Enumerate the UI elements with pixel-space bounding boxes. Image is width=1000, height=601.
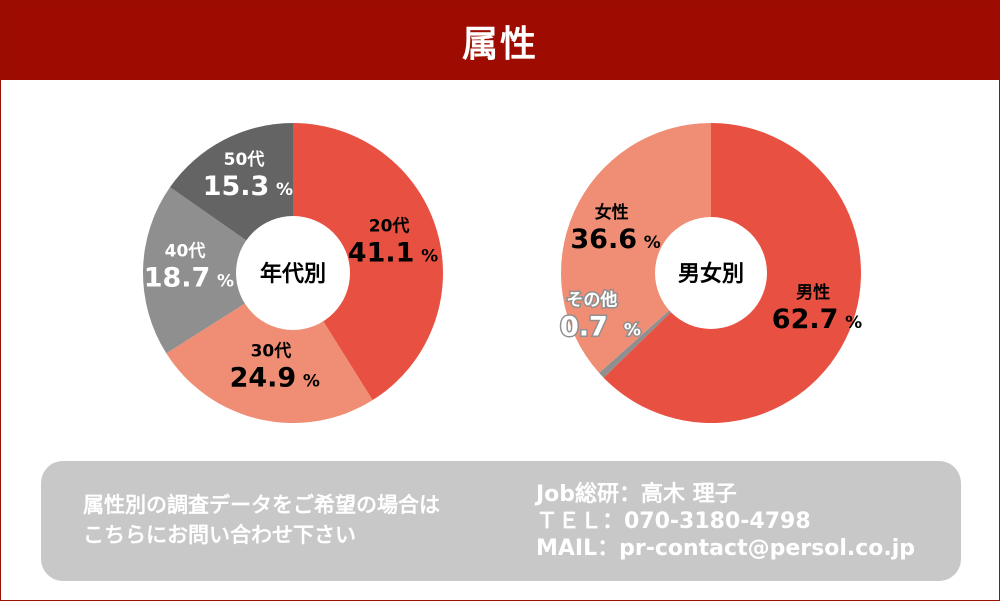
age-value-label-0: 41.1 [348,237,415,268]
contact-name: Job総研：高木 理子 [536,482,737,507]
gender-unit-label-1: % [624,321,641,341]
contact-message: 属性別の調査データをご希望の場合は こちらにお問い合わせ下さい [83,490,513,550]
page-title: 属性 [461,23,538,65]
age-category-label-0: 20代 [369,215,410,236]
age-unit-label-1: % [303,372,320,392]
contact-mail[interactable]: MAIL：pr-contact@persol.co.jp [536,536,916,561]
age-slice-1 [166,273,373,423]
age-category-label-2: 40代 [165,241,206,262]
age-slice-0 [293,123,444,401]
gender-slice-2 [561,123,711,373]
gender-unit-label-0: % [845,313,862,333]
gender-category-label-0: 男性 [796,282,830,303]
gender-unit-label-2: % [644,233,661,253]
gender-chart-title: 男女別 [678,261,744,287]
contact-message-line-2: こちらにお問い合わせ下さい [83,523,356,547]
gender-value-label-2: 36.6 [570,224,637,255]
age-unit-label-2: % [217,272,234,292]
contact-tel: ＴＥＬ：070-3180-4798 [536,509,811,534]
gender-value-label-1: 0.7 [560,312,608,343]
age-chart-title: 年代別 [260,261,326,287]
contact-details: Job総研：高木 理子 ＴＥＬ：070-3180-4798 MAIL：pr-co… [536,481,915,562]
age-category-label-1: 30代 [251,341,292,362]
gender-category-label-1: その他 [566,290,617,311]
age-unit-label-3: % [276,180,293,200]
age-value-label-3: 15.3 [203,171,270,202]
header-bar: 属性 [1,1,999,80]
gender-donut-hole [655,217,767,329]
age-value-label-1: 24.9 [230,363,297,394]
age-donut-hole [236,216,350,330]
gender-category-label-2: 女性 [595,202,629,223]
age-category-label-3: 50代 [224,149,265,170]
age-slice-2 [143,187,293,354]
age-unit-label-0: % [421,246,438,266]
gender-value-label-0: 62.7 [772,304,839,335]
age-value-label-2: 18.7 [144,263,211,294]
contact-box: 属性別の調査データをご希望の場合は こちらにお問い合わせ下さい Job総研：高木… [41,461,961,581]
contact-message-line-1: 属性別の調査データをご希望の場合は [83,493,440,517]
